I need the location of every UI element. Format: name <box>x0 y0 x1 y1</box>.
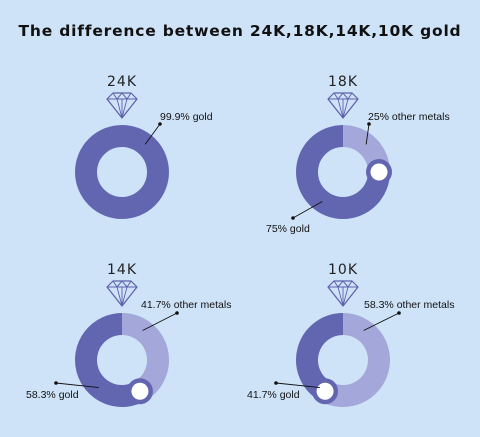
leader-line <box>142 312 178 331</box>
diamond-icon <box>327 92 359 119</box>
donut-chart-10k: 10K 41.7% gold 58.3% other metals <box>247 262 454 407</box>
leader-dot <box>291 216 295 220</box>
data-label: 58.3% other metals <box>364 299 454 311</box>
leader-dot <box>54 381 58 385</box>
leader-dot <box>274 381 278 385</box>
leader-line <box>365 123 370 145</box>
leader-line <box>275 382 320 389</box>
chart-title: The difference between 24K,18K,14K,10K g… <box>18 22 462 40</box>
gold-slice <box>296 125 390 219</box>
gold-slice <box>75 125 169 219</box>
donut-chart-14k: 14K 58.3% gold 41.7% other metals <box>26 262 231 407</box>
charts-root: 24K 99.9% gold 18K 75% gold 25% other metals… <box>26 74 454 407</box>
karat-label: 10K <box>328 262 358 278</box>
diamond-icon <box>327 280 359 307</box>
diamond-icon <box>106 280 138 307</box>
karat-label: 14K <box>107 262 137 278</box>
leader-dot <box>367 122 371 126</box>
data-label: 99.9% gold <box>160 111 213 123</box>
leader-dot <box>175 311 179 315</box>
data-label: 25% other metals <box>368 111 450 123</box>
karat-label: 18K <box>328 74 358 90</box>
data-label: 41.7% other metals <box>141 299 231 311</box>
slice-marker-center <box>370 163 388 181</box>
leader-line <box>292 201 323 219</box>
leader-dot <box>397 311 401 315</box>
gold-slice <box>75 313 146 407</box>
data-label: 75% gold <box>266 223 310 235</box>
donut-chart-18k: 18K 75% gold 25% other metals <box>266 74 450 235</box>
leader-dot <box>158 122 162 126</box>
data-label: 58.3% gold <box>26 389 79 401</box>
diamond-icon <box>106 92 138 119</box>
leader-line <box>144 123 161 145</box>
slice-marker-center <box>316 382 334 400</box>
karat-label: 24K <box>107 74 137 90</box>
leader-line <box>55 382 99 389</box>
other-metals-slice <box>319 313 390 407</box>
donut-chart-24k: 24K 99.9% gold <box>75 74 213 219</box>
slice-marker-center <box>131 382 149 400</box>
data-label: 41.7% gold <box>247 389 300 401</box>
leader-line <box>363 312 400 331</box>
